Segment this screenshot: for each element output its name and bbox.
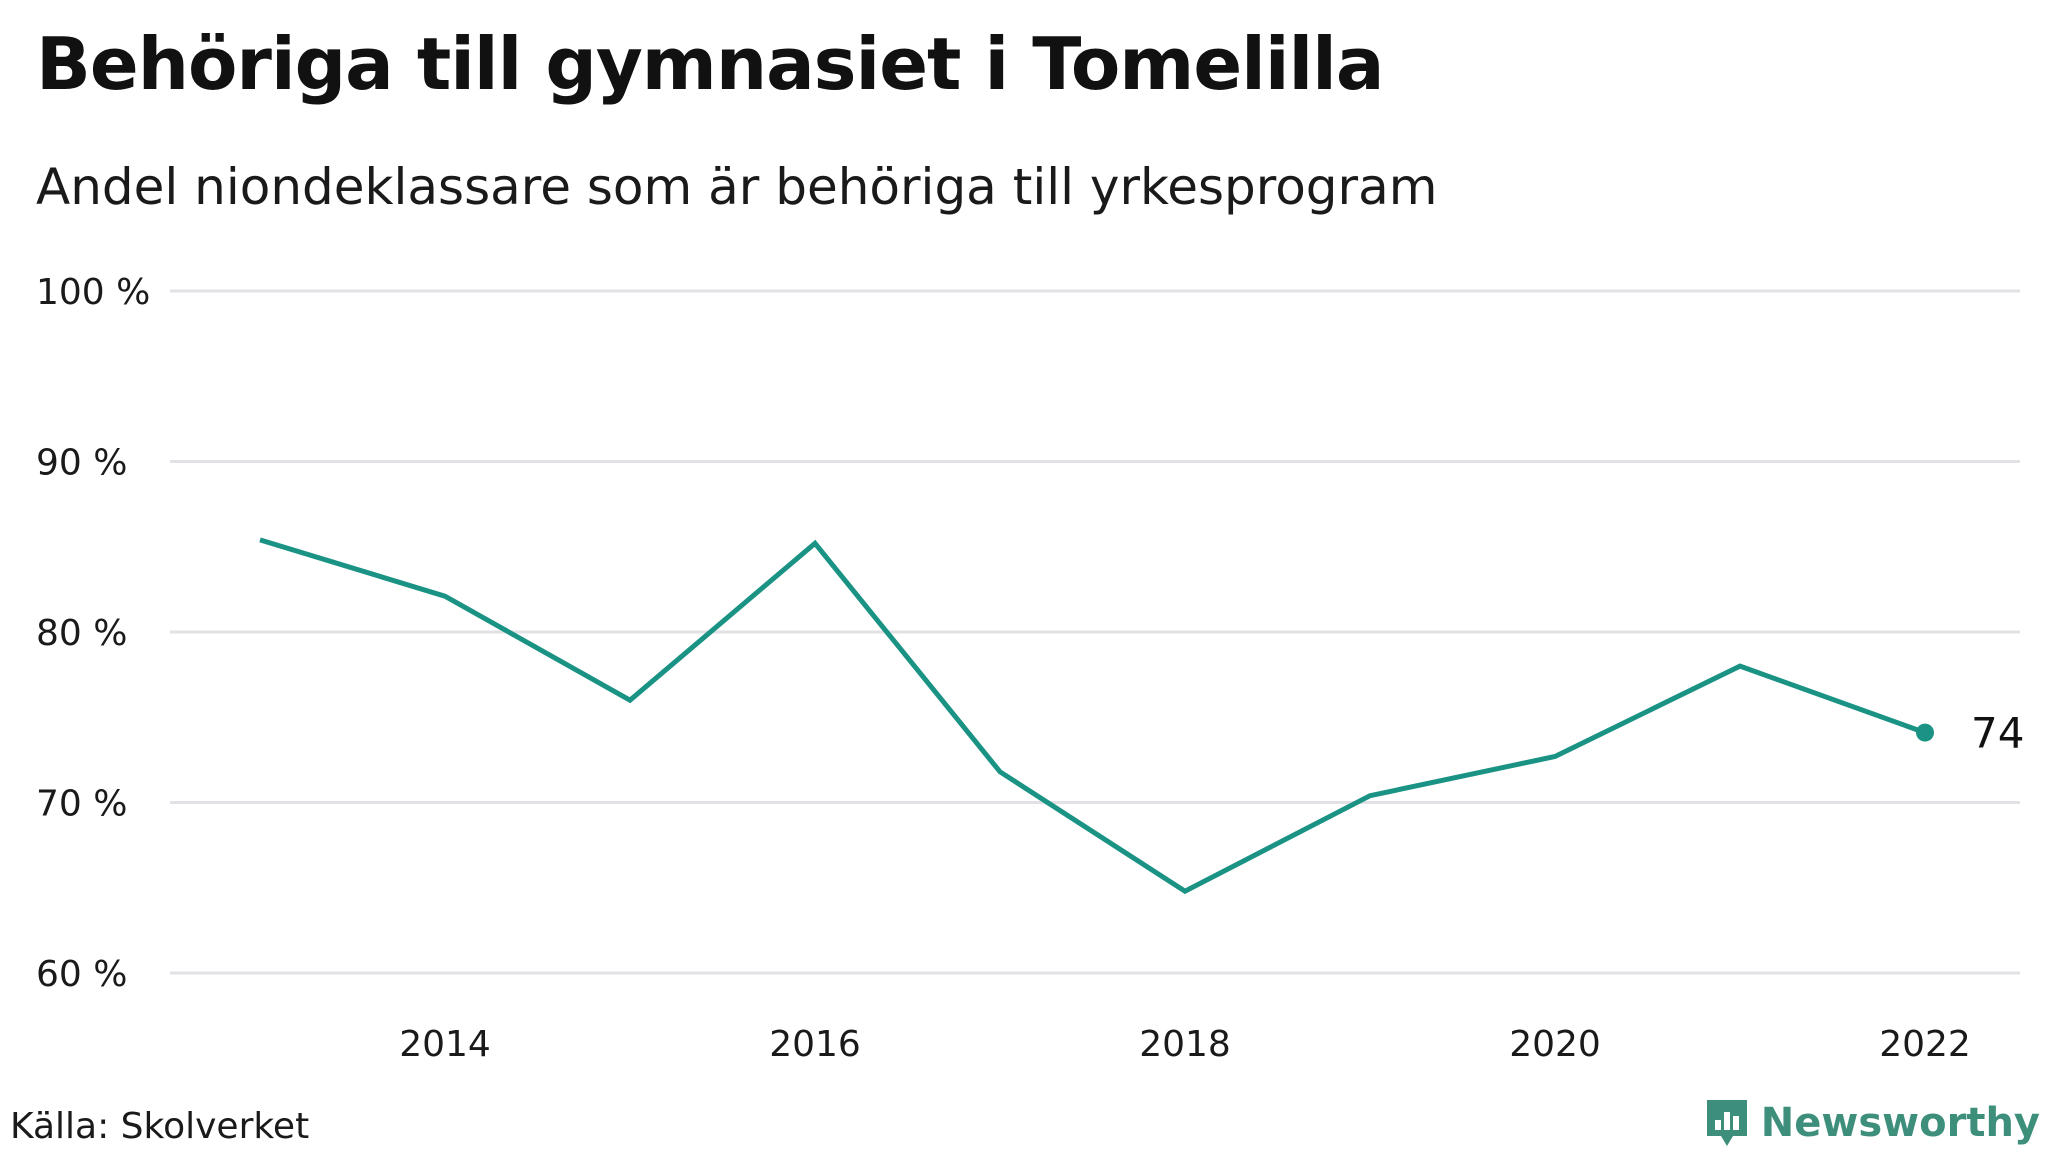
y-tick-label: 60 % bbox=[36, 954, 127, 995]
series-group: 74 % bbox=[259, 537, 2048, 895]
chart-title: Behöriga till gymnasiet i Tomelilla bbox=[36, 22, 1384, 106]
last-point-marker bbox=[1916, 723, 1934, 742]
last-value-label: 74 % bbox=[1971, 709, 2048, 758]
x-axis-ticks: 2014 2016 2018 2020 2022 bbox=[399, 1024, 1971, 1065]
x-tick-label: 2014 bbox=[399, 1024, 491, 1065]
y-axis-ticks: 60 % 70 % 80 % 90 % 100 % bbox=[36, 272, 150, 995]
source-note: Källa: Skolverket bbox=[10, 1106, 310, 1147]
y-tick-label: 100 % bbox=[36, 272, 150, 313]
y-tick-label: 70 % bbox=[36, 784, 127, 825]
newsworthy-logo-icon bbox=[1706, 1100, 1747, 1146]
x-tick-label: 2020 bbox=[1509, 1024, 1601, 1065]
gridlines bbox=[170, 289, 2020, 975]
y-tick-label: 90 % bbox=[36, 443, 127, 484]
x-tick-label: 2022 bbox=[1879, 1024, 1971, 1065]
y-tick-label: 80 % bbox=[36, 613, 127, 654]
chart-subtitle: Andel niondeklassare som är behöriga til… bbox=[36, 158, 1438, 216]
brand-name: Newsworthy bbox=[1760, 1100, 2040, 1146]
x-tick-label: 2016 bbox=[769, 1024, 861, 1065]
line-chart: 60 %70 %80 %90 %100 % 2014 2016 2018 2020 20… bbox=[36, 272, 2048, 1065]
series-line bbox=[259, 537, 1926, 895]
x-tick-label: 2018 bbox=[1139, 1024, 1231, 1065]
brand-logo: Newsworthy bbox=[1703, 1096, 2040, 1150]
